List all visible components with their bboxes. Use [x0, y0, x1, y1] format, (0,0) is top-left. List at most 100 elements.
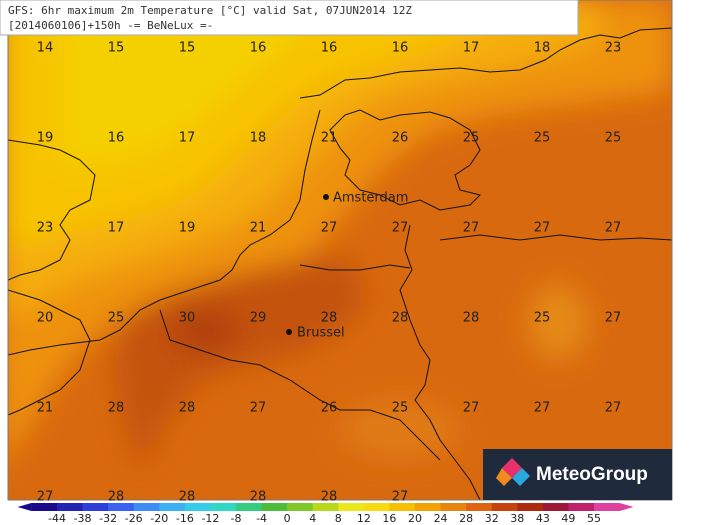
grid-value: 25 — [392, 401, 409, 416]
grid-value: 27 — [605, 221, 622, 236]
grid-value: 23 — [37, 221, 54, 236]
grid-value: 27 — [534, 401, 551, 416]
grid-value: 27 — [392, 490, 409, 505]
grid-value: 20 — [37, 311, 54, 326]
map-frame — [7, 0, 673, 501]
colorbar-segment — [594, 503, 621, 511]
colorbar-label: -4 — [256, 512, 267, 525]
grid-value: 25 — [534, 131, 551, 146]
grid-value: 28 — [179, 490, 196, 505]
colorbar-segment — [57, 503, 84, 511]
grid-value: 19 — [37, 131, 54, 146]
grid-value: 14 — [37, 41, 54, 56]
grid-value: 27 — [534, 221, 551, 236]
colorbar-segment — [542, 503, 569, 511]
colorbar-arrow — [17, 503, 32, 511]
colorbar-segment — [287, 503, 314, 511]
grid-value: 30 — [179, 311, 196, 326]
grid-value: 27 — [605, 401, 622, 416]
colorbar-label: 4 — [309, 512, 316, 525]
city-label: Brussel — [297, 326, 345, 341]
value-grid: 14 15 15 16 16 16 17 18 23 19 16 17 18 21 26 25 25 25 23 17… — [37, 41, 622, 505]
colorbar-label: 28 — [459, 512, 473, 525]
border — [299, 264, 411, 271]
colorbar-label: -44 — [48, 512, 66, 525]
colorbar-label: 12 — [357, 512, 371, 525]
colorbar-arrow — [619, 503, 634, 511]
colorbar-segment — [389, 503, 416, 511]
grid-value: 28 — [392, 311, 409, 326]
city-label: Amsterdam — [333, 191, 408, 206]
colorbar-label: 24 — [434, 512, 448, 525]
colorbar-segment — [363, 503, 390, 511]
grid-value: 26 — [392, 131, 409, 146]
colorbar-label: 0 — [284, 512, 291, 525]
city-dot — [286, 329, 292, 335]
grid-value: 17 — [463, 41, 480, 56]
header-box — [0, 0, 579, 36]
grid-value: 27 — [605, 311, 622, 326]
border — [439, 234, 672, 241]
colorbar-segment — [261, 503, 288, 511]
colorbar-label: 55 — [587, 512, 601, 525]
colorbar-label: 8 — [335, 512, 342, 525]
colorbar-label: 32 — [485, 512, 499, 525]
grid-value: 28 — [250, 490, 267, 505]
coastline — [8, 289, 91, 416]
grid-value: 28 — [179, 401, 196, 416]
coastline — [329, 109, 481, 211]
colorbar-segment — [31, 503, 58, 511]
header-subtitle: [2014060106]+150h -= BeNeLux =- — [8, 19, 213, 32]
grid-value: 16 — [250, 41, 267, 56]
colorbar-segment — [159, 503, 186, 511]
grid-value: 16 — [108, 131, 125, 146]
grid-value: 23 — [605, 41, 622, 56]
colorbar-label: 38 — [510, 512, 524, 525]
colorbar-segment — [312, 503, 339, 511]
grid-value: 18 — [534, 41, 551, 56]
colorbar-segment — [236, 503, 263, 511]
grid-value: 16 — [392, 41, 409, 56]
colorbar: -44 -38 -32 -26 -20 -16 -12 -8 -4 0 4 8 12 16 20 24 28 32… — [17, 503, 634, 525]
grid-value: 27 — [321, 221, 338, 236]
grid-value: 28 — [321, 490, 338, 505]
grid-value: 27 — [37, 490, 54, 505]
colorbar-segment — [466, 503, 493, 511]
grid-value: 26 — [321, 401, 338, 416]
grid-value: 28 — [321, 311, 338, 326]
colorbar-label: -8 — [231, 512, 242, 525]
colorbar-label: -16 — [176, 512, 194, 525]
grid-value: 28 — [108, 401, 125, 416]
border — [399, 224, 481, 500]
colorbar-label: 16 — [382, 512, 396, 525]
colorbar-label: -38 — [74, 512, 92, 525]
grid-value: 25 — [605, 131, 622, 146]
grid-value: 25 — [534, 311, 551, 326]
colorbar-segment — [517, 503, 544, 511]
grid-value: 15 — [179, 41, 196, 56]
colorbar-label: -26 — [125, 512, 143, 525]
colorbar-segment — [133, 503, 160, 511]
colorbar-label: 43 — [536, 512, 550, 525]
colorbar-segment — [108, 503, 135, 511]
grid-value: 21 — [321, 131, 338, 146]
grid-value: 21 — [250, 221, 267, 236]
grid-value: 25 — [108, 311, 125, 326]
grid-value: 29 — [250, 311, 267, 326]
coastline — [299, 27, 672, 99]
grid-value: 21 — [37, 401, 54, 416]
colorbar-segment — [184, 503, 211, 511]
colorbar-segment — [491, 503, 518, 511]
grid-value: 28 — [108, 490, 125, 505]
grid-value: 27 — [463, 401, 480, 416]
temperature-field — [8, 0, 672, 500]
city-dot — [323, 194, 329, 200]
grid-value: 27 — [392, 221, 409, 236]
grid-value: 25 — [463, 131, 480, 146]
grid-value: 27 — [250, 401, 267, 416]
grid-value: 19 — [179, 221, 196, 236]
logo: MeteoGroup — [483, 449, 672, 500]
colorbar-label: 20 — [408, 512, 422, 525]
colorbar-segment — [338, 503, 365, 511]
grid-value: 17 — [108, 221, 125, 236]
